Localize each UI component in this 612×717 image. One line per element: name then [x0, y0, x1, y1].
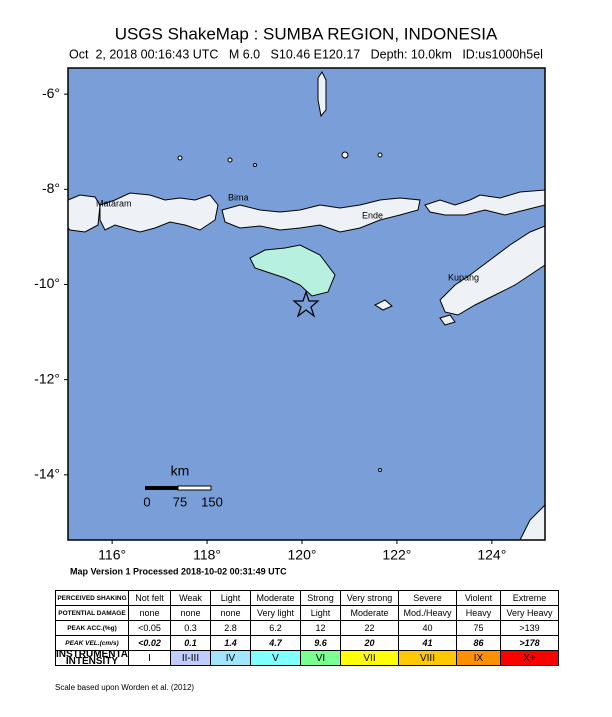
- scale-bar: [177, 485, 212, 491]
- table-cell: Light: [210, 590, 251, 606]
- x-tick-label: 118°: [193, 547, 221, 563]
- x-tick-label: 124°: [477, 547, 506, 563]
- table-cell: Light: [300, 605, 341, 621]
- shaking-row: PERCEIVED SHAKING Not felt Weak Light Modera…: [55, 590, 559, 606]
- table-cell: 9.6: [300, 635, 341, 651]
- scale-bar: [145, 486, 178, 490]
- land: [67, 71, 546, 541]
- table-cell: Very light: [250, 605, 301, 621]
- table-cell: 0.3: [170, 620, 211, 636]
- table-cell: <0.02: [128, 635, 171, 651]
- table-cell: Strong: [300, 590, 341, 606]
- y-tick-label: -14°: [34, 466, 60, 482]
- table-cell: 22: [340, 620, 399, 636]
- row-label: INSTRUMENTAL INTENSITY: [55, 650, 129, 666]
- table-cell: Mod./Heavy: [398, 605, 457, 621]
- table-cell: VI: [300, 650, 341, 666]
- table-cell: <0.05: [128, 620, 171, 636]
- table-cell: Moderate: [250, 590, 301, 606]
- table-cell: 40: [398, 620, 457, 636]
- table-cell: 20: [340, 635, 399, 651]
- row-label: POTENTIAL DAMAGE: [55, 605, 129, 621]
- scale-unit: km: [171, 463, 190, 479]
- row-label: PERCEIVED SHAKING: [55, 590, 129, 606]
- table-cell: 6.2: [250, 620, 301, 636]
- y-tick-label: -6°: [42, 85, 60, 101]
- acc-row: PEAK ACC.(%g) <0.05 0.3 2.8 6.2 12 22 40 75 >139: [55, 620, 559, 636]
- title: USGS ShakeMap : SUMBA REGION, INDONESIA: [115, 24, 498, 43]
- place-label: Mataram: [96, 198, 132, 208]
- table-cell: I: [128, 650, 171, 666]
- vel-row: PEAK VEL.(cm/s) <0.02 0.1 1.4 4.7 9.6 20 41 86 >1…: [55, 635, 559, 651]
- table-cell: II-III: [170, 650, 211, 666]
- table-cell: 12: [300, 620, 341, 636]
- table-cell: IV: [210, 650, 251, 666]
- y-tick-label: -12°: [34, 370, 60, 386]
- table-cell: none: [170, 605, 211, 621]
- table-cell: Very strong: [340, 590, 399, 606]
- table-cell: X+: [500, 650, 559, 666]
- table-cell: >139: [500, 620, 559, 636]
- table-cell: Heavy: [456, 605, 501, 621]
- x-tick-label: 116°: [98, 547, 126, 563]
- table-cell: Very Heavy: [500, 605, 559, 621]
- table-cell: 1.4: [210, 635, 251, 651]
- table-cell: Moderate: [340, 605, 399, 621]
- damage-row: POTENTIAL DAMAGE none none none Very light Li…: [55, 605, 559, 621]
- table-cell: none: [210, 605, 251, 621]
- table-cell: 75: [456, 620, 501, 636]
- table-cell: VII: [340, 650, 399, 666]
- table-cell: Extreme: [500, 590, 559, 606]
- place-label: Kupang: [448, 272, 479, 282]
- table-cell: 4.7: [250, 635, 301, 651]
- x-tick-label: 120°: [288, 547, 317, 563]
- table-cell: 0.1: [170, 635, 211, 651]
- table-cell: 86: [456, 635, 501, 651]
- row-label: PEAK ACC.(%g): [55, 620, 129, 636]
- place-label: Bima: [228, 192, 249, 202]
- table-cell: Not felt: [128, 590, 171, 606]
- processed-note: Map Version 1 Processed 2018-10-02 00:31…: [70, 566, 287, 576]
- y-tick-label: -10°: [34, 275, 60, 291]
- row-label: PEAK VEL.(cm/s): [55, 635, 129, 651]
- table-cell: none: [128, 605, 171, 621]
- table-cell: IX: [456, 650, 501, 666]
- table-cell: >178: [500, 635, 559, 651]
- x-tick-label: 122°: [382, 547, 411, 563]
- table-cell: 41: [398, 635, 457, 651]
- mmi-row: INSTRUMENTAL INTENSITY I II-III IV V VI VII VII…: [55, 650, 559, 666]
- subtitle: Oct 2, 2018 00:16:43 UTC M 6.0 S10.46 E1…: [69, 47, 543, 61]
- credit: Scale based upon Worden et al. (2012): [55, 683, 194, 692]
- table-cell: Weak: [170, 590, 211, 606]
- table-cell: Severe: [398, 590, 457, 606]
- table-cell: 2.8: [210, 620, 251, 636]
- epicenter: [292, 290, 320, 318]
- scale-label: 75: [173, 494, 187, 509]
- map-frame: [67, 67, 546, 541]
- scale-label: 0: [143, 494, 150, 509]
- place-label: Ende: [362, 210, 383, 220]
- table-cell: Violent: [456, 590, 501, 606]
- table-cell: VIII: [398, 650, 457, 666]
- y-tick-label: -8°: [42, 180, 60, 196]
- intensity-table: PERCEIVED SHAKING Not felt Weak Light Modera…: [55, 590, 559, 666]
- scale-label: 150: [201, 494, 223, 509]
- table-cell: V: [250, 650, 301, 666]
